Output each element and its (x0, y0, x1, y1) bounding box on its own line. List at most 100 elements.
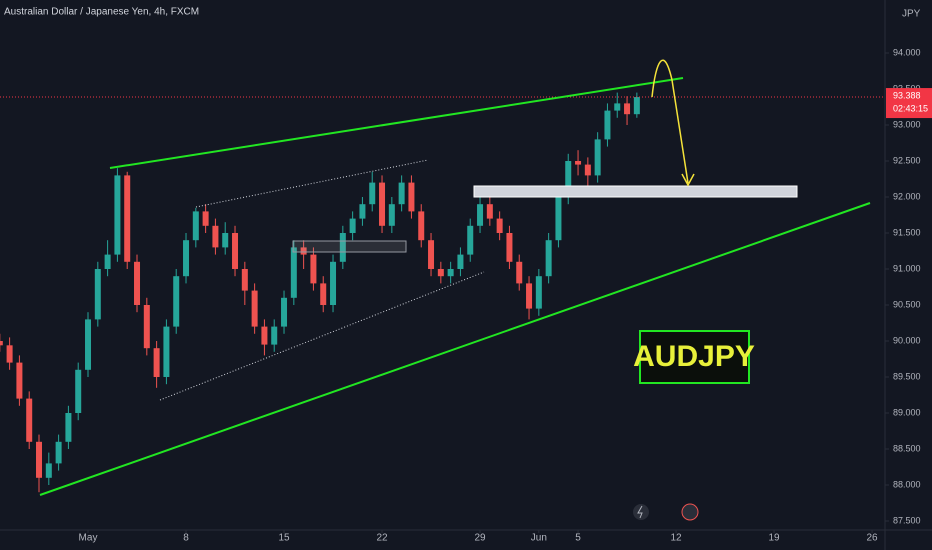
candle-body (55, 441, 62, 464)
x-tick-label: 12 (670, 533, 682, 544)
resistance-line (109, 77, 684, 169)
event-icon (637, 505, 643, 519)
candle-body (94, 268, 101, 320)
candle-body (349, 218, 356, 233)
candle-body (496, 218, 503, 233)
candle-body (6, 345, 13, 363)
x-tick-label: Jun (531, 533, 547, 544)
candle-body (604, 110, 611, 140)
candle-body (359, 204, 366, 219)
y-tick-label: 92.000 (893, 191, 921, 201)
y-tick-label: 93.000 (893, 119, 921, 129)
y-tick-label: 88.000 (893, 479, 921, 489)
arrow (651, 59, 689, 184)
candle-body (584, 164, 591, 176)
candle-body (310, 254, 317, 284)
plot (0, 92, 885, 493)
candle-body (251, 290, 258, 327)
candle-body (232, 232, 239, 269)
candle-body (467, 225, 474, 255)
candle-body (477, 204, 484, 226)
candle-body (26, 398, 33, 442)
candle-body (575, 160, 582, 165)
y-tick-label: 88.500 (893, 443, 921, 453)
candle-body (163, 326, 170, 377)
candle-body (633, 97, 640, 115)
x-tick-label: 19 (768, 533, 780, 544)
candle-body (183, 240, 190, 277)
candle-body (85, 319, 92, 370)
candle-body (486, 204, 493, 219)
x-tick-label: 22 (376, 533, 388, 544)
candle-body (192, 211, 199, 241)
candle-body (212, 225, 219, 248)
price-tag (886, 88, 932, 119)
candle-body (202, 211, 209, 226)
candle-body (16, 362, 23, 399)
candle-body (408, 182, 415, 212)
x-tick-label: 8 (183, 533, 189, 544)
candle-body (290, 247, 297, 298)
x-tick-label: 29 (474, 533, 486, 544)
candle-body (65, 412, 72, 442)
candle-body (124, 175, 131, 262)
candle-body (45, 463, 52, 478)
x-tick-label: May (79, 533, 98, 544)
candle-body (173, 276, 180, 327)
candle-body (506, 232, 513, 262)
candle-body (300, 247, 307, 255)
x-tick-label: 15 (278, 533, 290, 544)
chart-title: Australian Dollar / Japanese Yen, 4h, FX… (4, 7, 199, 18)
y-tick-label: 90.000 (893, 335, 921, 345)
label-box (639, 330, 750, 384)
candle-body (624, 103, 631, 115)
candle-body (614, 103, 621, 111)
zone-box (473, 185, 798, 198)
y-tick-label: 92.500 (893, 155, 921, 165)
y-tick-label: 87.500 (893, 515, 921, 525)
candle-body (535, 276, 542, 309)
candle-body (330, 261, 337, 305)
arrow-head (681, 173, 695, 187)
y-tick-label: 94.000 (893, 47, 921, 57)
candle-body (555, 196, 562, 241)
candle-body (222, 232, 229, 248)
candle-body (261, 326, 268, 345)
event-icon (681, 503, 699, 521)
candle-body (565, 160, 572, 197)
y-tick-label: 89.500 (893, 371, 921, 381)
candle-body (457, 254, 464, 269)
candle-body (339, 232, 346, 262)
event-icon (633, 504, 649, 520)
candle-body (379, 182, 386, 226)
candle-body (143, 304, 150, 349)
y-tick-label: 91.000 (893, 263, 921, 273)
candle-body (369, 182, 376, 205)
zone-box (292, 240, 407, 253)
countdown: 02:43:15 (893, 103, 928, 113)
candle-body (516, 261, 523, 284)
candle-body (418, 211, 425, 241)
candle-body (526, 283, 533, 309)
last-price: 93.388 (893, 90, 921, 100)
candle-body (398, 182, 405, 205)
candle-body (241, 268, 248, 291)
annotation: AUDJPY (633, 340, 755, 373)
candle-body (545, 240, 552, 277)
channel-line (159, 271, 485, 401)
channel-line (195, 159, 429, 208)
currency: JPY (902, 9, 921, 20)
y-tick-label: 91.500 (893, 227, 921, 237)
x-tick-label: 26 (867, 533, 879, 544)
x-tick-label: 5 (575, 533, 581, 544)
candle-body (437, 268, 444, 277)
candle-body (320, 283, 327, 305)
y-tick-label: 89.000 (893, 407, 921, 417)
candle-body (153, 348, 160, 377)
candle-body (36, 441, 43, 478)
y-tick-label: 90.500 (893, 299, 921, 309)
candle-body (134, 261, 141, 305)
candle-body (388, 204, 395, 226)
